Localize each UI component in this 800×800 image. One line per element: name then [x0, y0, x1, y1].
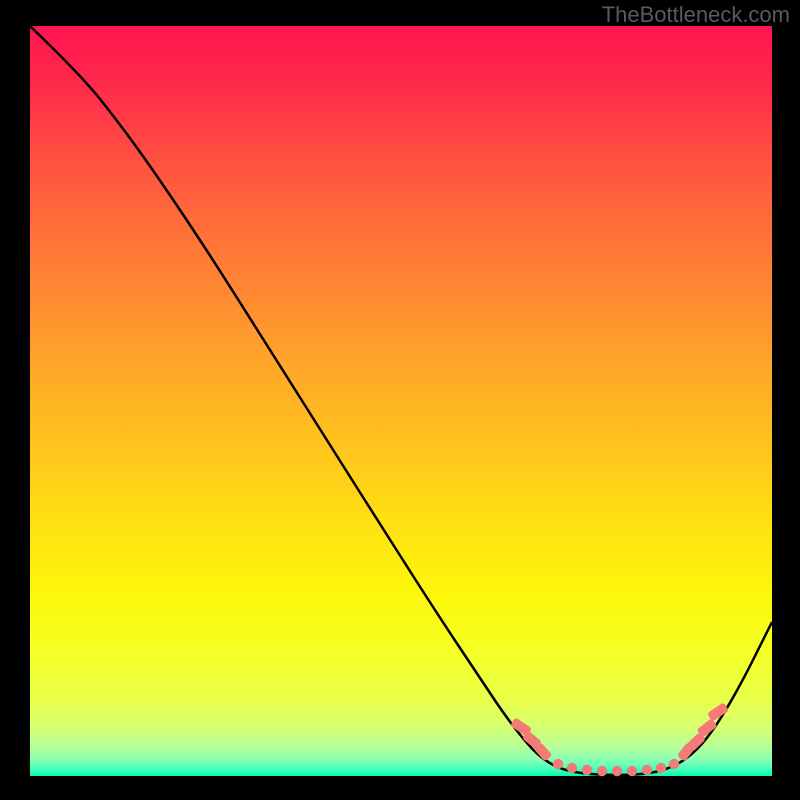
- chart-container: TheBottleneck.com: [0, 0, 800, 800]
- dot-marker: [642, 765, 652, 775]
- plot-background: [30, 26, 772, 776]
- dot-marker: [612, 766, 622, 776]
- dot-marker: [627, 766, 637, 776]
- dot-marker: [597, 766, 607, 776]
- dot-marker: [567, 763, 577, 773]
- dot-marker: [656, 763, 666, 773]
- chart-svg: [0, 0, 800, 800]
- dot-marker: [582, 765, 592, 775]
- watermark-text: TheBottleneck.com: [602, 2, 790, 28]
- dot-marker: [669, 759, 679, 769]
- dot-marker: [553, 759, 563, 769]
